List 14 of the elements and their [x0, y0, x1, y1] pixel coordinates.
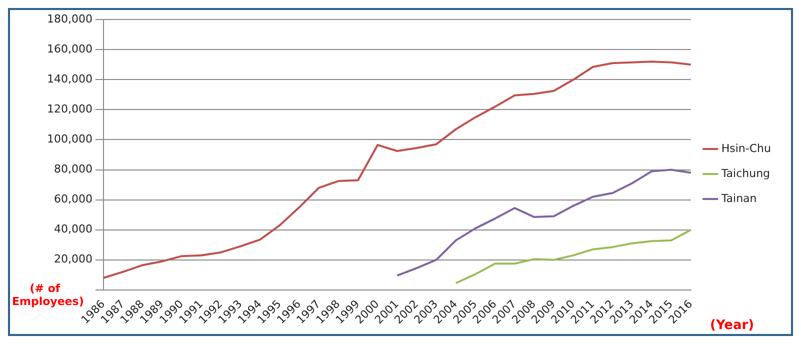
y-axis-title: (# of Employees) [12, 282, 84, 308]
y-tick-label: 160,000 [46, 42, 92, 56]
y-tick-label: 100,000 [46, 132, 92, 146]
y-tick-label: 60,000 [54, 192, 92, 206]
y-tick-label: 180,000 [46, 12, 92, 26]
legend-label: Hsin-Chu [721, 142, 771, 155]
legend-label: Taichung [720, 166, 770, 180]
y-tick-label: 40,000 [54, 222, 92, 236]
y-tick-label: 120,000 [46, 102, 92, 116]
y-tick-label: 80,000 [54, 162, 92, 176]
x-axis-title: (Year) [710, 318, 754, 333]
y-tick-label: 140,000 [46, 72, 92, 86]
y-tick-label: 20,000 [54, 252, 92, 266]
legend-label: Tainan [720, 192, 757, 205]
